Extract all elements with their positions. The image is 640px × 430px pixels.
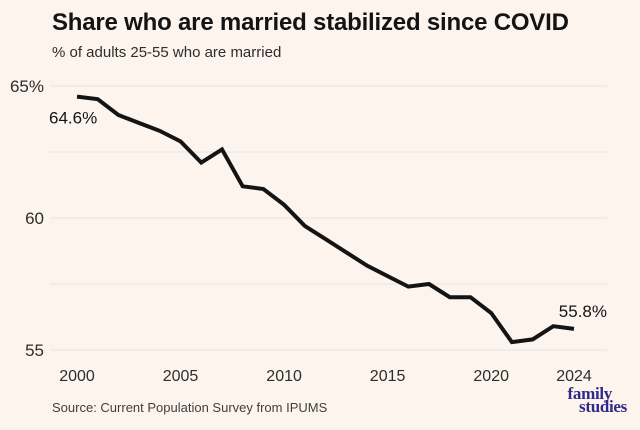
logo-word-family: family xyxy=(567,384,613,403)
x-axis-label: 2010 xyxy=(266,368,302,385)
y-axis-label: 60 xyxy=(25,209,44,228)
family-studies-logo: family studies xyxy=(567,384,628,416)
x-axis-label: 2005 xyxy=(163,368,199,385)
married-share-trend-line xyxy=(76,94,575,345)
value-annotation: 55.8% xyxy=(559,302,607,321)
x-axis-label: 2020 xyxy=(473,368,509,385)
logo-word-studies: studies xyxy=(579,397,627,416)
source-note: Source: Current Population Survey from I… xyxy=(52,400,328,415)
y-axis-label: 65% xyxy=(10,77,44,96)
x-axis-label: 2024 xyxy=(556,368,592,385)
y-axis-label: 55 xyxy=(25,341,44,360)
x-axis-label: 2000 xyxy=(59,368,95,385)
x-axis-label: 2015 xyxy=(370,368,406,385)
chart-subtitle: % of adults 25-55 who are married xyxy=(52,44,282,61)
value-annotation: 64.6% xyxy=(49,109,97,128)
chart-title: Share who are married stabilized since C… xyxy=(52,9,569,36)
